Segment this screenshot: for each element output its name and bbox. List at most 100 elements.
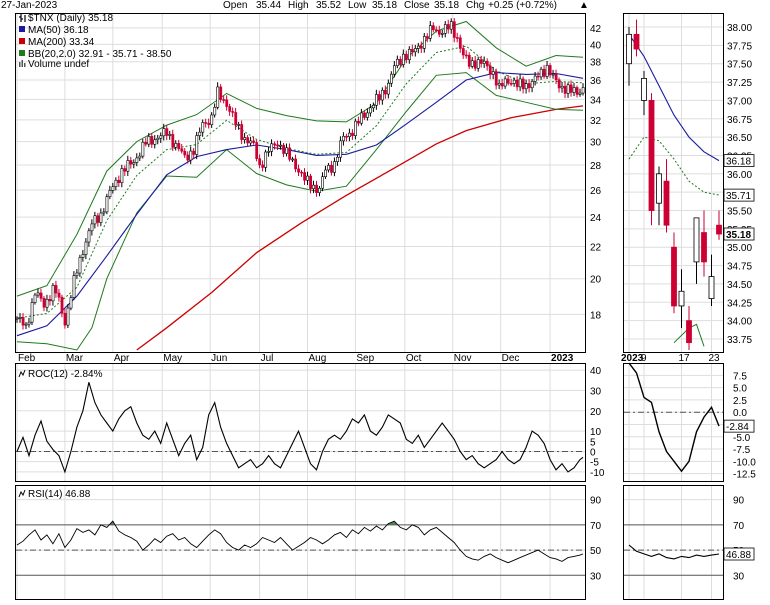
price-candle-body <box>153 139 157 145</box>
price-candle-body <box>485 60 489 67</box>
price-candle-body <box>354 120 357 136</box>
price-candle-body <box>291 158 295 161</box>
price-candle-body <box>240 124 244 140</box>
price-candle-body <box>99 212 103 223</box>
price-candle-body <box>524 83 528 90</box>
price-candle-body <box>135 157 139 163</box>
roc-zoom-y-tick-label: 0.0 <box>733 408 747 419</box>
candles <box>15 18 722 350</box>
price-candle-body <box>312 184 315 189</box>
price-candle-body <box>225 99 229 107</box>
legend-bb-label: BB(20,2.0) 32.91 - 35.71 - 38.50 <box>28 49 172 60</box>
zoom-y-tick-label: 34.50 <box>727 280 752 291</box>
price-candle-body <box>258 158 262 166</box>
legend-main: $TNX (Daily) 35.18 MA(50) 36.18 MA(200) … <box>19 13 172 70</box>
main-x-tick-label: Nov <box>454 353 472 364</box>
price-candle-body <box>156 137 160 141</box>
price-candle-body <box>473 60 477 69</box>
price-candle-body <box>249 140 253 144</box>
price-candle-body <box>446 24 450 30</box>
roc-line-icon <box>18 369 26 378</box>
zoom-y-tick-label: 36.50 <box>727 133 752 144</box>
ma50-swatch-icon <box>19 26 25 32</box>
price-candle-body <box>500 83 504 87</box>
header-high-label: High <box>288 0 309 11</box>
price-candle-body <box>405 53 408 60</box>
price-candle-body <box>87 230 91 243</box>
main-x-tick-label: 2023 <box>551 353 574 364</box>
price-candle-body <box>506 78 510 84</box>
zoom-candle-body <box>626 33 632 65</box>
price-candle-body <box>45 299 49 308</box>
bb-middle-line <box>16 45 584 319</box>
price-candle-body <box>542 68 546 77</box>
price-candle-body <box>422 36 426 49</box>
price-candle-body <box>264 151 268 168</box>
price-candle-body <box>228 106 232 112</box>
price-candle-body <box>294 158 298 170</box>
header-high-value: 35.52 <box>316 0 341 11</box>
price-candle-body <box>198 131 202 136</box>
price-candle-body <box>105 196 109 213</box>
zoom-y-tick-label: 36.75 <box>727 115 752 126</box>
price-candle-body <box>452 21 456 38</box>
price-candle-body <box>515 79 519 88</box>
legend-rsi-label: RSI(14) 46.88 <box>28 489 91 500</box>
price-candle-body <box>216 86 220 108</box>
price-candle-body <box>408 49 411 60</box>
price-candle-body <box>183 150 187 156</box>
price-candle-body <box>165 128 169 136</box>
price-candle-body <box>75 272 79 276</box>
price-candle-body <box>431 25 435 31</box>
price-candle-body <box>363 112 366 118</box>
grid-lines <box>16 14 723 599</box>
price-candle-body <box>219 86 223 100</box>
price-candle-body <box>117 179 121 183</box>
bb-swatch-icon <box>19 50 25 56</box>
zoom-candle-body <box>701 232 707 263</box>
price-candle-body <box>108 190 112 197</box>
price-candle-body <box>575 87 579 95</box>
header-chg-label: Chg <box>466 0 484 11</box>
price-candle-body <box>372 104 375 109</box>
price-candle-body <box>303 172 306 181</box>
price-candle-body <box>222 99 226 101</box>
price-candle-body <box>393 65 396 75</box>
price-candle-body <box>57 292 61 298</box>
price-candle-body <box>285 147 289 154</box>
price-candle-body <box>159 135 163 139</box>
zoom-y-tick-label: 34.75 <box>727 262 752 273</box>
roc-zoom-y-tick-label: 2.5 <box>733 396 747 407</box>
rsi-zoom-badge-label: 46.88 <box>726 550 751 561</box>
price-candle-body <box>437 30 441 35</box>
zoom-value-badge <box>723 227 755 241</box>
zoom-y-tick-label: 37.25 <box>727 78 752 89</box>
rsi-panel <box>15 485 586 600</box>
price-candle-body <box>402 53 405 65</box>
price-candle-body <box>387 82 390 95</box>
price-candle-body <box>237 124 241 126</box>
price-candle-body <box>560 85 564 89</box>
roc-y-tick-label: 40 <box>590 366 602 377</box>
price-candle-body <box>569 84 573 93</box>
price-candle-body <box>461 48 465 56</box>
price-candle-body <box>324 169 327 177</box>
zoom-y-tick-label: 33.75 <box>727 335 752 346</box>
roc-zoom-y-tick-label: -7.5 <box>733 445 751 456</box>
price-candle-body <box>381 89 384 101</box>
price-candle-body <box>39 292 43 299</box>
price-candle-body <box>413 48 417 53</box>
price-candle-body <box>518 78 522 88</box>
main-y-tick-label: 40 <box>590 40 602 51</box>
price-candle-body <box>530 81 534 89</box>
main-x-tick-label: Jul <box>261 353 274 364</box>
price-candle-body <box>306 175 309 181</box>
price-candle-body <box>147 136 151 145</box>
zoom-y-tick-label: 34.00 <box>727 317 752 328</box>
roc-zoom-y-tick-label: -5.0 <box>733 433 751 444</box>
price-candle-body <box>384 89 387 95</box>
header-close-label: Close <box>404 0 430 11</box>
price-candle-body <box>207 122 211 125</box>
